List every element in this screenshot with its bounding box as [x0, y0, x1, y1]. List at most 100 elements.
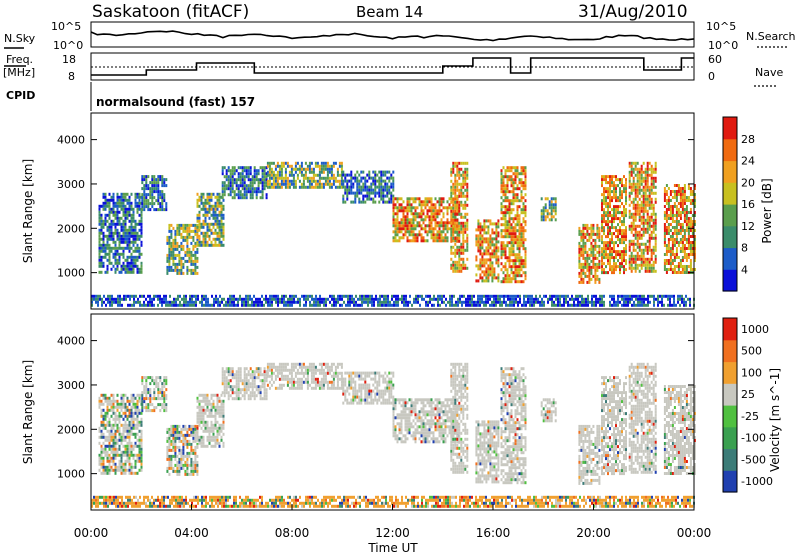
echo-cell	[351, 294, 353, 298]
echo-cell	[679, 214, 682, 217]
echo-cell	[436, 212, 439, 216]
echo-cell	[400, 230, 403, 234]
echo-cell	[601, 202, 603, 206]
echo-cell	[514, 256, 517, 260]
echo-cell	[615, 226, 617, 230]
echo-cell	[183, 294, 185, 298]
echo-cell	[679, 271, 682, 274]
echo-cell	[163, 181, 166, 185]
echo-cell	[623, 217, 625, 221]
echo-cell	[464, 179, 467, 183]
echo-cell	[683, 211, 686, 214]
echo-cell	[621, 214, 623, 218]
echo-cell	[243, 184, 246, 188]
echo-cell	[586, 259, 589, 263]
echo-cell	[594, 265, 597, 269]
echo-cell	[659, 300, 661, 304]
echo-cell	[106, 270, 109, 274]
echo-cell	[673, 259, 676, 262]
echo-cell	[334, 179, 337, 183]
echo-cell	[440, 197, 443, 201]
echo-cell	[130, 216, 133, 220]
echo-cell	[621, 223, 623, 227]
echo-cell	[629, 294, 631, 298]
echo-cell	[465, 300, 467, 304]
echo-cell	[400, 236, 403, 240]
echo-cell	[483, 231, 486, 235]
echo-cell	[235, 297, 237, 301]
echo-cell	[203, 294, 205, 298]
echo-cell	[500, 268, 503, 272]
echo-cell	[196, 232, 199, 236]
echo-cell	[127, 303, 129, 307]
echo-cell	[632, 266, 635, 270]
echo-cell	[632, 176, 635, 180]
echo-cell	[346, 182, 349, 186]
echo-cell	[122, 192, 125, 196]
echo-cell	[460, 212, 463, 216]
echo-cell	[487, 276, 490, 280]
echo-cell	[595, 297, 597, 301]
echo-cell	[180, 256, 183, 260]
echo-cell	[392, 224, 395, 228]
echo-cell	[191, 294, 193, 298]
echo-cell	[510, 178, 513, 182]
echo-cell	[157, 187, 160, 191]
echo-cell	[502, 244, 505, 248]
echo-cell	[128, 198, 131, 202]
echo-cell	[677, 244, 680, 247]
echo-cell	[287, 303, 289, 307]
echo-cell	[414, 215, 417, 219]
echo-cell	[588, 247, 591, 251]
echo-cell	[380, 176, 383, 180]
echo-cell	[605, 256, 607, 260]
echo-cell	[584, 244, 587, 248]
echo-cell	[506, 226, 509, 230]
echo-cell	[338, 161, 341, 165]
echo-cell	[293, 294, 295, 298]
echo-cell	[190, 256, 193, 260]
echo-cell	[406, 197, 409, 201]
echo-cell	[452, 251, 455, 255]
echo-cell	[683, 229, 686, 232]
echo-cell	[613, 187, 615, 191]
echo-cell	[216, 237, 219, 241]
echo-cell	[272, 173, 275, 177]
echo-cell	[149, 193, 152, 197]
echo-cell	[422, 239, 425, 243]
echo-cell	[113, 297, 115, 301]
echo-cell	[239, 193, 242, 197]
echo-cell	[369, 294, 371, 298]
echo-cell	[147, 193, 150, 197]
echo-cell	[221, 184, 224, 188]
echo-cell	[446, 206, 449, 210]
echo-cell	[615, 300, 617, 304]
echo-cell	[677, 300, 679, 304]
echo-cell	[153, 297, 155, 301]
echo-cell	[611, 253, 613, 257]
echo-cell	[132, 219, 135, 223]
echo-cell	[98, 240, 101, 244]
echo-cell	[194, 223, 197, 227]
echo-cell	[652, 185, 655, 189]
echo-cell	[91, 294, 93, 298]
echo-cell	[535, 300, 537, 304]
echo-cell	[417, 300, 419, 304]
echo-cell	[599, 303, 601, 307]
echo-cell	[502, 193, 505, 197]
echo-cell	[372, 170, 375, 174]
echo-cell	[316, 161, 319, 165]
echo-cell	[315, 297, 317, 301]
echo-cell	[126, 243, 129, 247]
echo-cell	[601, 175, 603, 179]
echo-cell	[104, 222, 107, 226]
echo-cell	[524, 250, 527, 254]
echo-cell	[590, 253, 593, 257]
echo-cell	[102, 426, 105, 430]
echo-cell	[186, 241, 189, 245]
echo-cell	[167, 303, 169, 307]
echo-cell	[186, 223, 189, 227]
echo-cell	[518, 217, 521, 221]
echo-cell	[342, 179, 345, 183]
